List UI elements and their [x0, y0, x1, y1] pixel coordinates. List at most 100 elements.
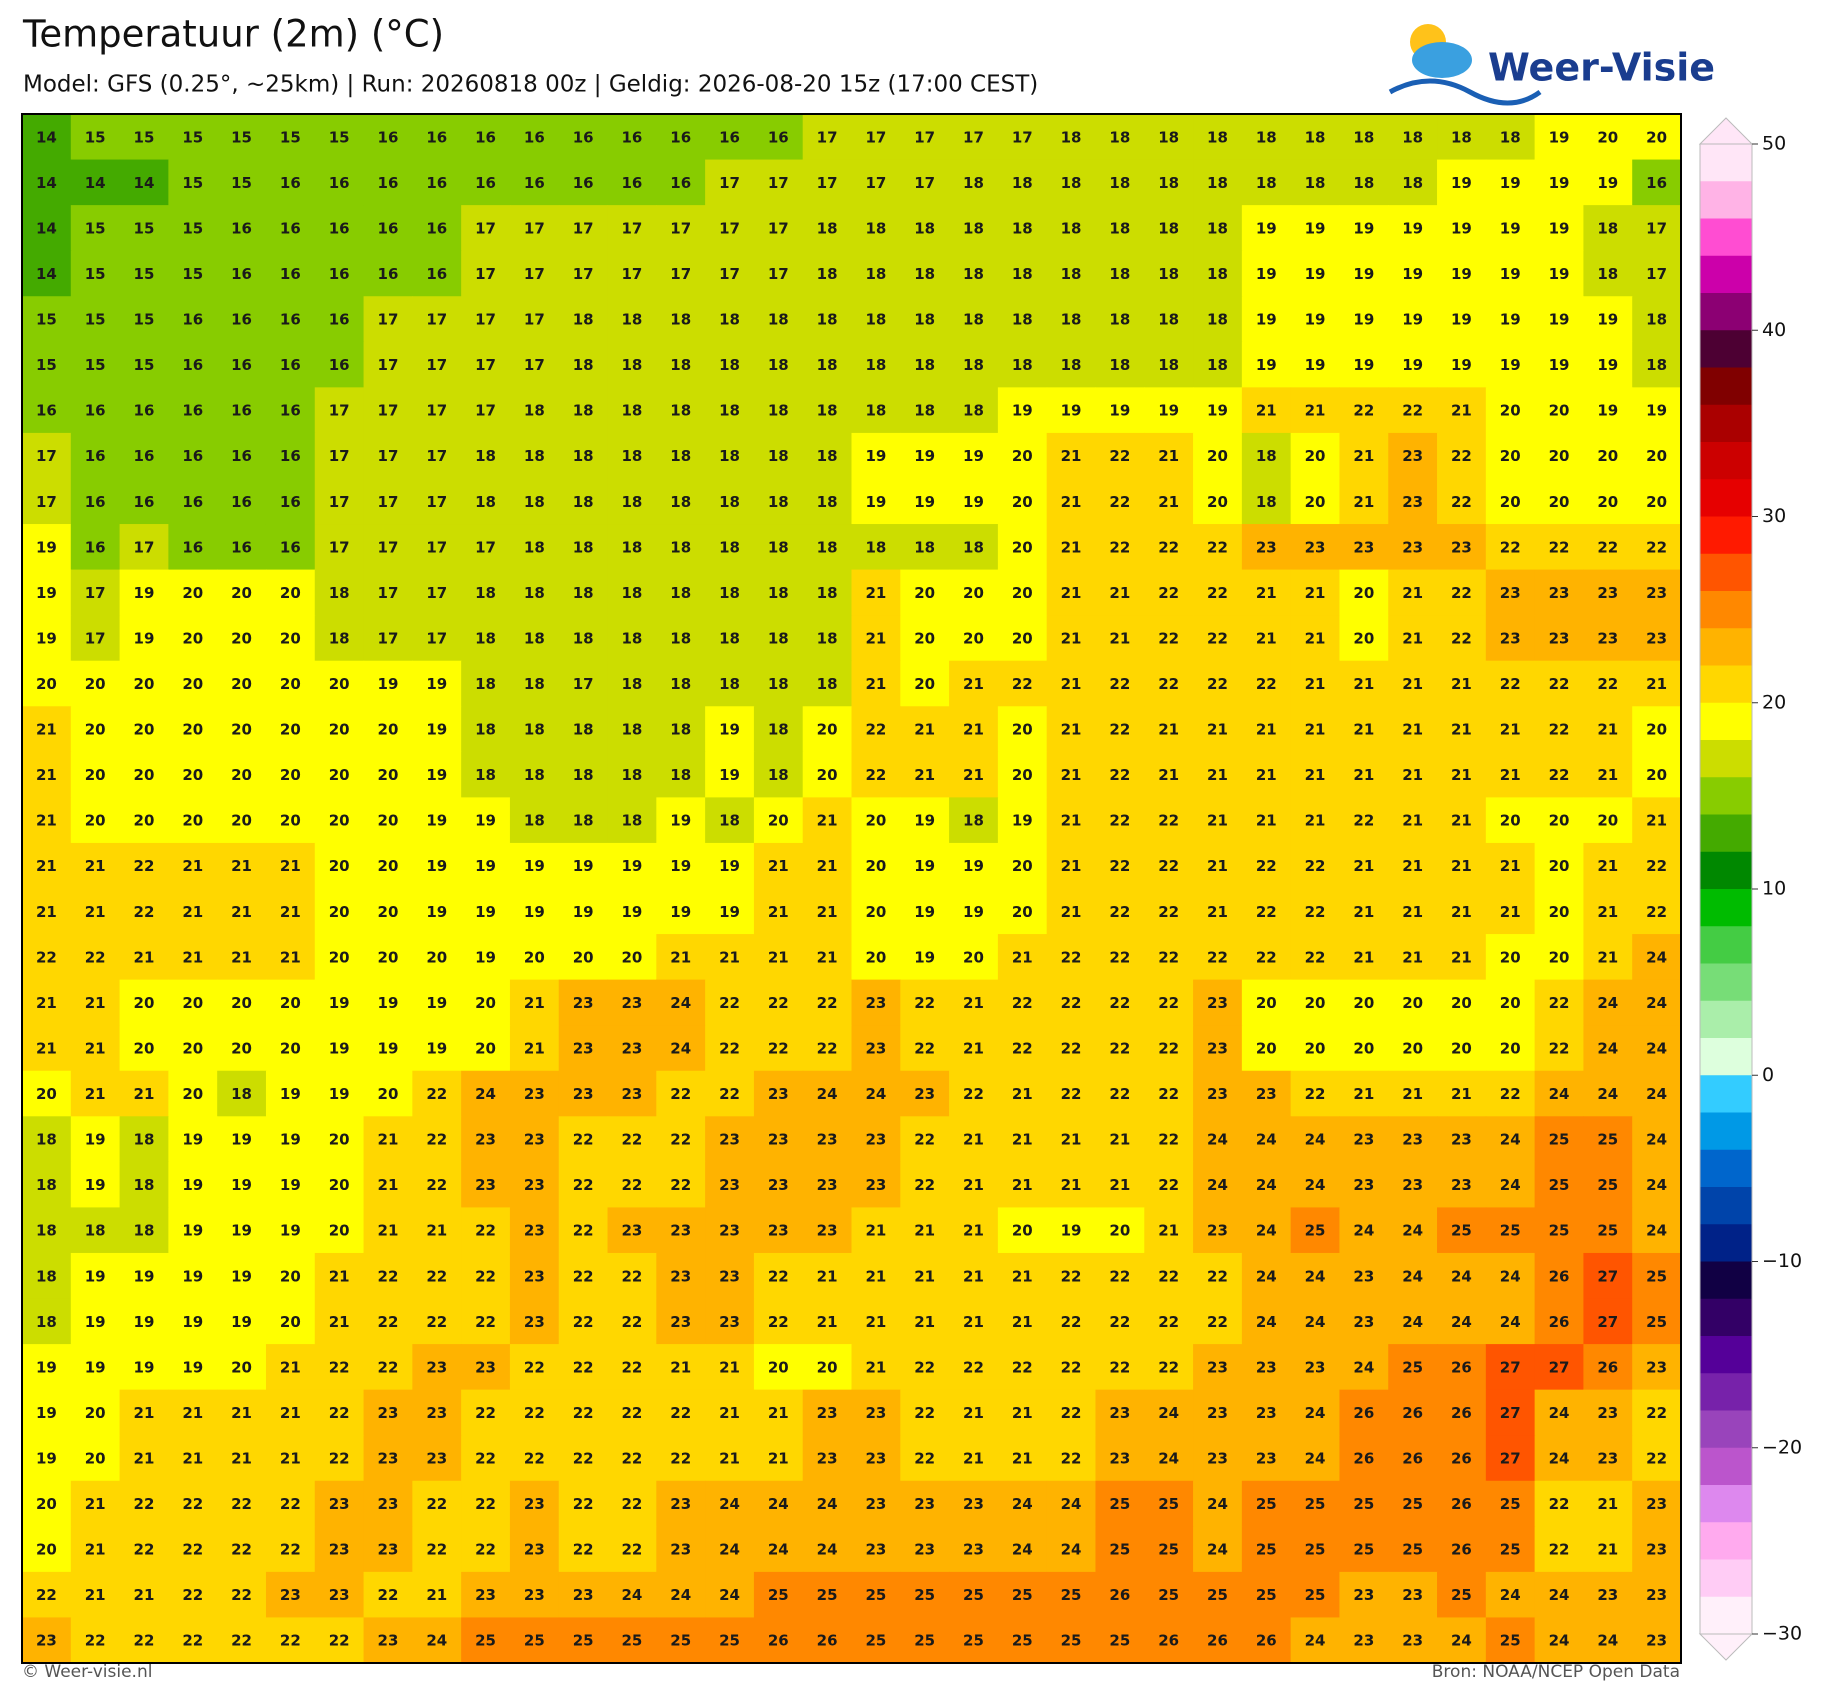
- temperature-label: 23: [1646, 584, 1667, 602]
- temperature-cell: [1632, 1298, 1682, 1345]
- temperature-label: 18: [865, 265, 886, 283]
- temperature-label: 26: [1549, 1313, 1570, 1331]
- temperature-label: 21: [1597, 1541, 1618, 1559]
- temperature-cell: [22, 341, 72, 388]
- temperature-label: 18: [914, 311, 935, 329]
- temperature-label: 18: [1158, 174, 1179, 192]
- temperature-label: 21: [817, 1267, 838, 1285]
- temperature-cell: [1193, 797, 1243, 844]
- temperature-cell: [1241, 341, 1292, 388]
- temperature-cell: [70, 524, 121, 571]
- temperature-label: 24: [1353, 1222, 1374, 1240]
- temperature-cell: [607, 1389, 657, 1436]
- temperature-label: 18: [524, 721, 545, 739]
- temperature-cell: [1583, 524, 1633, 571]
- temperature-cell: [217, 1298, 267, 1345]
- temperature-label: 25: [1500, 1541, 1521, 1559]
- temperature-cell: [509, 432, 560, 480]
- temperature-label: 18: [719, 538, 740, 556]
- temperature-cell: [1241, 569, 1292, 616]
- temperature-label: 19: [182, 1313, 203, 1331]
- temperature-label: 25: [1500, 1632, 1521, 1650]
- temperature-cell: [1193, 751, 1243, 798]
- temperature-cell: [558, 1252, 609, 1300]
- temperature-label: 20: [914, 584, 935, 602]
- temperature-label: 23: [475, 1131, 496, 1149]
- temperature-cell: [997, 888, 1048, 935]
- temperature-cell: [1388, 296, 1438, 343]
- temperature-label: 22: [670, 1176, 691, 1194]
- temperature-label: 17: [475, 402, 496, 420]
- temperature-label: 21: [1500, 721, 1521, 739]
- temperature-label: 23: [1402, 538, 1423, 556]
- temperature-label: 23: [1549, 584, 1570, 602]
- temperature-cell: [1046, 205, 1097, 252]
- temperature-label: 19: [329, 1039, 350, 1057]
- temperature-cell: [119, 979, 169, 1026]
- temperature-label: 23: [1353, 1176, 1374, 1194]
- temperature-label: 19: [524, 903, 545, 921]
- temperature-label: 18: [817, 447, 838, 465]
- temperature-cell: [363, 159, 413, 206]
- temperature-cell: [558, 1526, 609, 1573]
- temperature-label: 23: [1256, 1358, 1277, 1376]
- temperature-cell: [70, 1252, 121, 1300]
- temperature-label: 20: [1549, 493, 1570, 511]
- temperature-label: 17: [475, 219, 496, 237]
- temperature-label: 18: [1012, 265, 1033, 283]
- temperature-label: 18: [573, 356, 594, 374]
- temperature-cell: [70, 751, 121, 798]
- temperature-label: 23: [1109, 1404, 1130, 1422]
- temperature-label: 19: [1451, 311, 1472, 329]
- temperature-label: 20: [182, 584, 203, 602]
- temperature-cell: [412, 1298, 462, 1345]
- colorbar-tick-label: 10: [1762, 878, 1786, 900]
- temperature-label: 20: [329, 675, 350, 693]
- temperature-cell: [949, 934, 999, 981]
- temperature-cell: [705, 205, 755, 252]
- temperature-cell: [461, 205, 511, 252]
- temperature-label: 22: [475, 1267, 496, 1285]
- temperature-cell: [314, 1435, 365, 1482]
- temperature-label: 20: [1305, 493, 1326, 511]
- temperature-label: 22: [1158, 903, 1179, 921]
- temperature-label: 20: [182, 629, 203, 647]
- temperature-cell: [1534, 1617, 1585, 1664]
- temperature-label: 20: [182, 994, 203, 1012]
- temperature-label: 23: [378, 1449, 399, 1467]
- temperature-label: 22: [914, 1176, 935, 1194]
- temperature-cell: [461, 478, 511, 525]
- temperature-label: 17: [768, 219, 789, 237]
- temperature-cell: [1388, 934, 1438, 981]
- temperature-cell: [1485, 751, 1536, 798]
- temperature-cell: [1583, 934, 1633, 981]
- temperature-cell: [1632, 934, 1682, 981]
- colorbar-tick-label: 50: [1762, 133, 1786, 155]
- temperature-cell: [607, 751, 657, 798]
- temperature-label: 22: [134, 1632, 155, 1650]
- temperature-label: 19: [231, 1313, 252, 1331]
- colorbar-segment: [1700, 1336, 1752, 1374]
- temperature-cell: [168, 615, 218, 662]
- temperature-cell: [509, 842, 560, 890]
- temperature-cell: [1290, 1389, 1341, 1436]
- temperature-cell: [363, 888, 413, 935]
- temperature-cell: [753, 387, 804, 434]
- temperature-label: 16: [280, 311, 301, 329]
- temperature-label: 20: [231, 675, 252, 693]
- temperature-label: 19: [573, 903, 594, 921]
- temperature-label: 23: [719, 1313, 740, 1331]
- temperature-label: 21: [1207, 766, 1228, 784]
- temperature-cell: [607, 706, 657, 753]
- temperature-label: 18: [621, 766, 642, 784]
- temperature-cell: [558, 1435, 609, 1482]
- temperature-cell: [1095, 1161, 1145, 1209]
- temperature-label: 22: [426, 1267, 447, 1285]
- temperature-cell: [900, 1070, 950, 1117]
- temperature-cell: [168, 842, 218, 890]
- temperature-cell: [802, 1252, 853, 1300]
- temperature-cell: [1339, 524, 1389, 571]
- temperature-cell: [705, 1298, 755, 1345]
- temperature-cell: [217, 888, 267, 935]
- temperature-label: 22: [1451, 584, 1472, 602]
